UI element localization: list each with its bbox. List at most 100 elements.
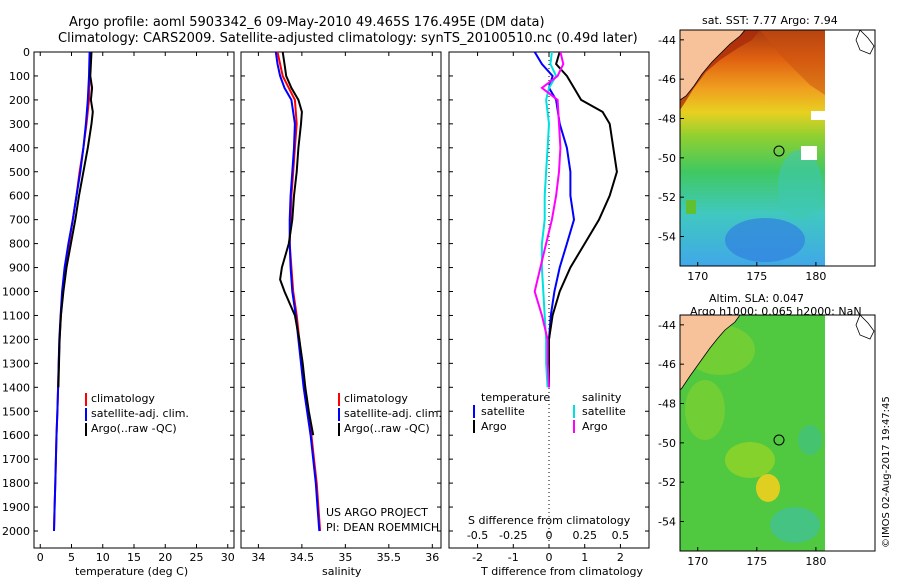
map-y-tick-label: -52 bbox=[658, 191, 676, 204]
difference-legend: temperature salinity satellite Argo sate… bbox=[473, 391, 626, 433]
pressure-tick-label: 800 bbox=[9, 238, 30, 251]
x-tick-label: 0 bbox=[37, 551, 44, 564]
pressure-tick-label: 1600 bbox=[2, 429, 30, 442]
new-zealand-coast bbox=[680, 30, 746, 101]
map-x-tick-label: 170 bbox=[687, 270, 708, 283]
map-y-tick-label: -50 bbox=[658, 437, 676, 450]
sla-no-data bbox=[825, 315, 875, 551]
sst-map bbox=[680, 30, 875, 266]
x-tick-label: 34 bbox=[251, 551, 265, 564]
s-diff-tick-label: -0.25 bbox=[499, 529, 527, 542]
x-tick-label: 15 bbox=[127, 551, 141, 564]
series-line-satellite-adj-clim bbox=[274, 52, 321, 532]
temperature-ticks: 0 5 10 15 20 25 30 bbox=[37, 52, 235, 564]
pressure-tick-label: 0 bbox=[23, 46, 30, 59]
map-y-tick-label: -48 bbox=[658, 398, 676, 411]
pressure-tick-label: 200 bbox=[9, 94, 30, 107]
legend-argo: Argo(..raw -QC) bbox=[91, 422, 177, 435]
s-diff-tick-label: 0.25 bbox=[572, 529, 597, 542]
legend-climatology: climatology bbox=[91, 392, 155, 405]
sla-low-patch bbox=[770, 507, 820, 543]
sla-patch-3 bbox=[725, 442, 775, 478]
chatham-islands-2 bbox=[855, 315, 875, 340]
sst-map-frame bbox=[679, 29, 876, 267]
sst-map-title: sat. SST: 7.77 Argo: 7.94 bbox=[702, 14, 838, 27]
pressure-tick-label: 1100 bbox=[2, 309, 30, 322]
map-x-tick-label: 180 bbox=[805, 270, 826, 283]
map-y-tick-label: -44 bbox=[658, 34, 676, 47]
sla-low-patch-2 bbox=[798, 425, 822, 455]
legend-satellite: satellite-adj. clim. bbox=[344, 407, 442, 420]
legend-satellite: satellite-adj. clim. bbox=[91, 407, 189, 420]
pressure-tick-label: 1900 bbox=[2, 501, 30, 514]
chatham-islands bbox=[855, 30, 875, 55]
x-tick-label: 35.5 bbox=[377, 551, 402, 564]
map-x-tick-label: 170 bbox=[687, 555, 708, 568]
sst-no-data bbox=[825, 30, 875, 266]
legend-climatology: climatology bbox=[344, 392, 408, 405]
header-line-2: Climatology: CARS2009. Satellite-adjuste… bbox=[58, 31, 638, 46]
s-diff-tick-label: 0.5 bbox=[612, 529, 630, 542]
sla-map-ticks: 170 175 180 -44 -46 -48 -50 -52 -54 bbox=[658, 319, 826, 568]
sst-cloud-2 bbox=[801, 146, 817, 160]
s-diff-tick-label: 0 bbox=[546, 529, 553, 542]
x-tick-label: 1 bbox=[581, 551, 588, 564]
map-x-tick-label: 180 bbox=[805, 555, 826, 568]
salinity-legend: climatology satellite-adj. clim. Argo(..… bbox=[338, 392, 442, 436]
x-tick-label: -2 bbox=[472, 551, 483, 564]
map-y-tick-label: -52 bbox=[658, 476, 676, 489]
salinity-axes bbox=[240, 51, 442, 549]
salinity-ticks: 34 34.5 35 35.5 36 bbox=[251, 52, 439, 564]
x-tick-label: 25 bbox=[190, 551, 204, 564]
t-difference-xlabel: T difference from climatology bbox=[480, 565, 643, 578]
legend-t-argo: Argo bbox=[481, 420, 507, 433]
sst-warm-east bbox=[760, 30, 825, 95]
project-pi: PI: DEAN ROEMMICH bbox=[326, 521, 439, 534]
pressure-tick-label: 1400 bbox=[2, 381, 30, 394]
s-diff-tick-label: -0.5 bbox=[467, 529, 488, 542]
x-tick-label: 35 bbox=[338, 551, 352, 564]
series-line-climatology bbox=[53, 52, 92, 532]
s-difference-xlabel: S difference from climatology bbox=[468, 514, 631, 527]
map-y-tick-label: -54 bbox=[658, 516, 676, 529]
series-line-satellite-adj-clim bbox=[53, 52, 91, 532]
sla-high-spot bbox=[756, 474, 780, 502]
pressure-ticks: 0 100 200 300 400 500 600 700 800 900 1000 1100 1200… bbox=[2, 46, 649, 538]
sst-map-ticks: 170 175 180 -44 -46 -48 -50 -52 -54 bbox=[658, 34, 826, 283]
float-position-marker bbox=[773, 145, 785, 157]
sst-cloud-1 bbox=[811, 111, 825, 120]
sst-cool-east bbox=[778, 150, 822, 220]
sst-cold-patch bbox=[725, 218, 805, 262]
x-tick-label: 5 bbox=[68, 551, 75, 564]
salinity-xlabel: salinity bbox=[322, 565, 362, 578]
sla-patch-2 bbox=[685, 380, 725, 440]
sla-map-title-1: Altim. SLA: 0.047 bbox=[709, 292, 804, 305]
pressure-tick-label: 1300 bbox=[2, 357, 30, 370]
x-tick-label: 20 bbox=[158, 551, 172, 564]
pressure-tick-label: 1700 bbox=[2, 453, 30, 466]
pressure-tick-label: 700 bbox=[9, 214, 30, 227]
pressure-tick-label: 1000 bbox=[2, 286, 30, 299]
timestamp: ©IMOS 02-Aug-2017 19:47:45 bbox=[881, 396, 892, 548]
new-zealand-coast-2 bbox=[680, 315, 741, 391]
series-line-temperature-satellite bbox=[533, 52, 576, 388]
difference-series bbox=[533, 52, 618, 388]
pressure-tick-label: 300 bbox=[9, 118, 30, 131]
temperature-series bbox=[53, 52, 94, 532]
x-tick-label: 0 bbox=[546, 551, 553, 564]
x-tick-label: -1 bbox=[508, 551, 519, 564]
temperature-xlabel: temperature (deg C) bbox=[75, 565, 188, 578]
series-line-argo-raw-qc bbox=[57, 52, 94, 388]
series-line-salinity-argo bbox=[533, 52, 565, 388]
float-position-marker-2 bbox=[773, 434, 785, 446]
legend-argo: Argo(..raw -QC) bbox=[344, 422, 430, 435]
legend-title-temperature: temperature bbox=[481, 391, 550, 404]
series-line-salinity-satellite bbox=[540, 52, 558, 388]
pressure-tick-label: 1500 bbox=[2, 405, 30, 418]
legend-title-salinity: salinity bbox=[582, 391, 622, 404]
t-difference-ticks: -2 -1 0 1 2 bbox=[472, 52, 624, 564]
pressure-tick-label: 500 bbox=[9, 166, 30, 179]
x-tick-label: 10 bbox=[96, 551, 110, 564]
map-x-tick-label: 175 bbox=[746, 555, 767, 568]
map-y-tick-label: -48 bbox=[658, 113, 676, 126]
